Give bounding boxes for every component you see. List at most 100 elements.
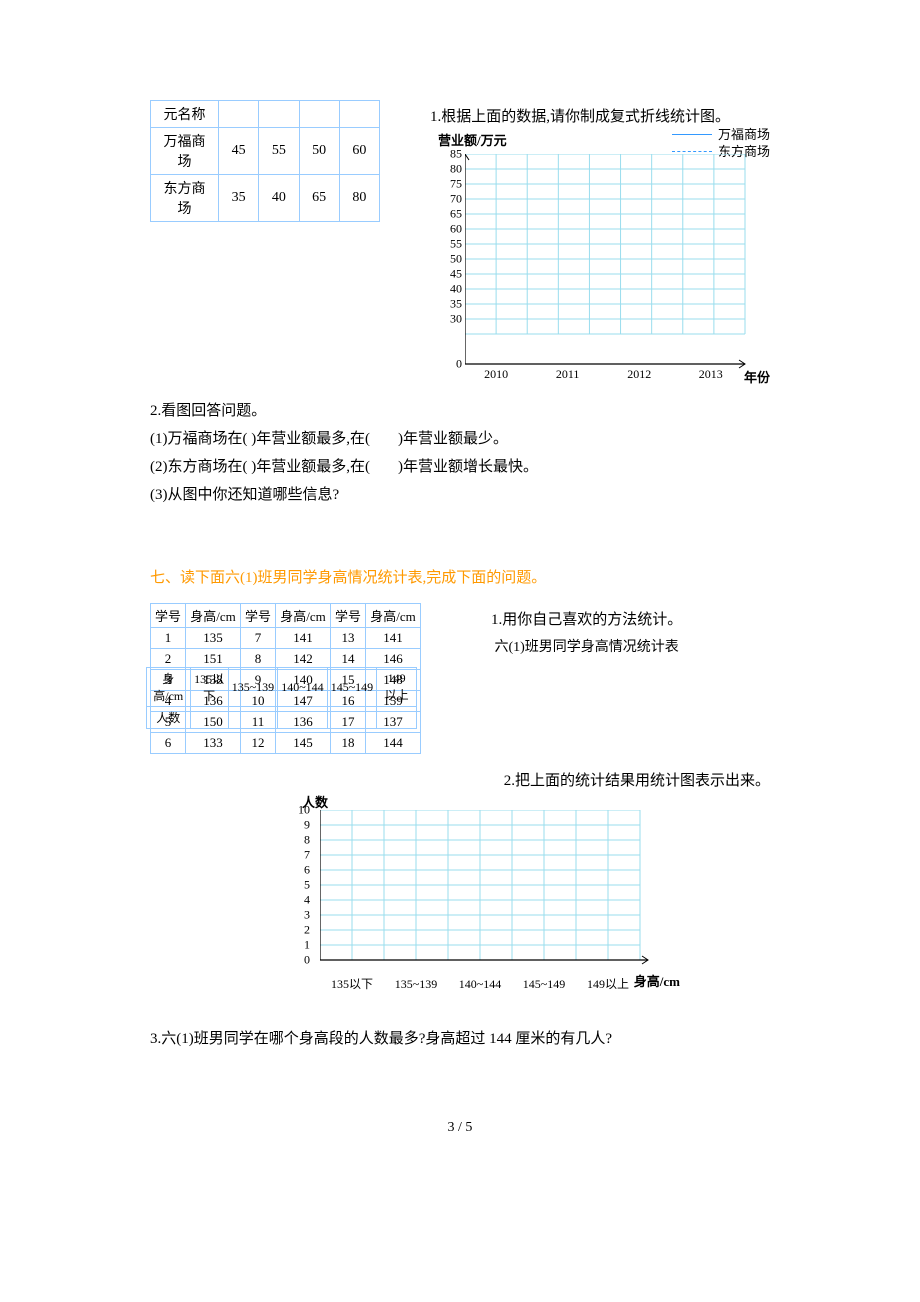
cell: 135以下 <box>190 668 228 707</box>
q7-2: 2.把上面的统计结果用统计图表示出来。 <box>150 770 770 792</box>
table-row: 人数 <box>147 707 417 729</box>
cell: 45 <box>219 128 259 175</box>
q2-2a: (2)东方商场在( )年营业额最多,在( <box>150 459 370 475</box>
cell <box>278 707 328 729</box>
ytick: 60 <box>450 222 462 237</box>
cell: 55 <box>259 128 299 175</box>
cell: 35 <box>219 175 259 222</box>
cell: 40 <box>259 175 299 222</box>
chart1-x-label: 年份 <box>744 367 770 386</box>
q7-1-sub: 六(1)班男同学身高情况统计表 <box>491 637 682 659</box>
ytick: 3 <box>304 908 310 923</box>
cell: 133 <box>186 733 241 754</box>
ytick: 1 <box>304 938 310 953</box>
xtick: 135以下 <box>331 975 373 992</box>
cell: 50 <box>299 128 339 175</box>
table-row: 身高/cm 135以下 135~139 140~144 145~149 149 … <box>147 668 417 707</box>
cell: 身高/cm <box>276 604 331 628</box>
cell: 145 <box>276 733 331 754</box>
q1-text: 1.根据上面的数据,请你制成复式折线统计图。 <box>430 106 770 128</box>
cell: 13 <box>331 628 366 649</box>
xtick: 2013 <box>699 367 723 382</box>
cell <box>299 101 339 128</box>
ytick: 10 <box>298 803 310 818</box>
ytick: 75 <box>450 177 462 192</box>
height-table-wrap: 学号 身高/cm 学号 身高/cm 学号 身高/cm 1135714113141… <box>150 603 421 754</box>
cell: 人数 <box>147 707 191 729</box>
cell <box>327 707 377 729</box>
cell: 65 <box>299 175 339 222</box>
ytick: 4 <box>304 893 310 908</box>
q2-line3: (3)从图中你还知道哪些信息? <box>150 484 770 506</box>
ytick: 5 <box>304 878 310 893</box>
ytick: 30 <box>450 312 462 327</box>
cell: 145~149 <box>327 668 377 707</box>
q2-line1: (1)万福商场在( )年营业额最多,在( )年营业额最少。 <box>150 428 770 450</box>
top-section: 元名称 万福商场 45 55 50 60 东方商场 35 40 65 80 <box>150 100 770 394</box>
q2-1b: )年营业额最少。 <box>398 431 508 447</box>
chart1-grid <box>465 154 765 384</box>
table-row: 1135714113141 <box>151 628 421 649</box>
chart1-y-label: 营业额/万元 <box>438 130 507 149</box>
revenue-table: 元名称 万福商场 45 55 50 60 东方商场 35 40 65 80 <box>150 100 380 222</box>
cell: 12 <box>241 733 276 754</box>
cell <box>228 707 278 729</box>
ytick: 6 <box>304 863 310 878</box>
ytick: 7 <box>304 848 310 863</box>
xtick: 2011 <box>556 367 580 382</box>
ytick: 65 <box>450 207 462 222</box>
cell: 80 <box>339 175 379 222</box>
cell <box>190 707 228 729</box>
ytick: 8 <box>304 833 310 848</box>
cell: 141 <box>366 628 421 649</box>
q2-title: 2.看图回答问题。 <box>150 400 770 422</box>
cell <box>339 101 379 128</box>
chart2-x-label: 身高/cm <box>634 971 680 990</box>
section7-title: 七、读下面六(1)班男同学身高情况统计表,完成下面的问题。 <box>150 566 770 587</box>
cell: 60 <box>339 128 379 175</box>
ytick: 80 <box>450 162 462 177</box>
ytick: 45 <box>450 267 462 282</box>
page-footer: 3 / 5 <box>150 1120 770 1136</box>
table-row: 61331214518144 <box>151 733 421 754</box>
legend-line-solid <box>672 134 712 135</box>
cell <box>377 707 417 729</box>
overlay-table: 身高/cm 135以下 135~139 140~144 145~149 149 … <box>146 667 417 729</box>
q7-3: 3.六(1)班男同学在哪个身高段的人数最多?身高超过 144 厘米的有几人? <box>150 1028 770 1050</box>
cell: 141 <box>276 628 331 649</box>
cell: 6 <box>151 733 186 754</box>
ytick: 0 <box>456 357 462 372</box>
xtick: 140~144 <box>459 977 502 992</box>
cell: 东方商场 <box>151 175 219 222</box>
page: 元名称 万福商场 45 55 50 60 东方商场 35 40 65 80 <box>0 0 920 1196</box>
cell: 140~144 <box>278 668 328 707</box>
ytick: 55 <box>450 237 462 252</box>
cell: 135~139 <box>228 668 278 707</box>
chart2: 人数 109876543210 135以下135~139140~144145~1… <box>260 800 660 1000</box>
ytick: 50 <box>450 252 462 267</box>
cell: 身高/cm <box>186 604 241 628</box>
q2-2b: )年营业额增长最快。 <box>398 459 538 475</box>
cell <box>219 101 259 128</box>
q2-1a: (1)万福商场在( )年营业额最多,在( <box>150 431 370 447</box>
xtick: 145~149 <box>523 977 566 992</box>
xtick: 149以上 <box>587 975 629 992</box>
cell: 学号 <box>241 604 276 628</box>
legend-line-dashed <box>672 151 712 152</box>
cell: 身高/cm <box>147 668 191 707</box>
cell: 135 <box>186 628 241 649</box>
cell: 18 <box>331 733 366 754</box>
cell: 元名称 <box>151 101 219 128</box>
section7-right: 1.用你自己喜欢的方法统计。 六(1)班男同学身高情况统计表 <box>491 603 682 665</box>
cell: 149 以上 <box>377 668 417 707</box>
table-row: 万福商场 45 55 50 60 <box>151 128 380 175</box>
q7-1: 1.用你自己喜欢的方法统计。 <box>491 609 682 631</box>
cell: 144 <box>366 733 421 754</box>
ytick: 35 <box>450 297 462 312</box>
ytick: 2 <box>304 923 310 938</box>
xtick: 2010 <box>484 367 508 382</box>
cell: 7 <box>241 628 276 649</box>
ytick: 70 <box>450 192 462 207</box>
xtick: 2012 <box>627 367 651 382</box>
cell: 学号 <box>151 604 186 628</box>
